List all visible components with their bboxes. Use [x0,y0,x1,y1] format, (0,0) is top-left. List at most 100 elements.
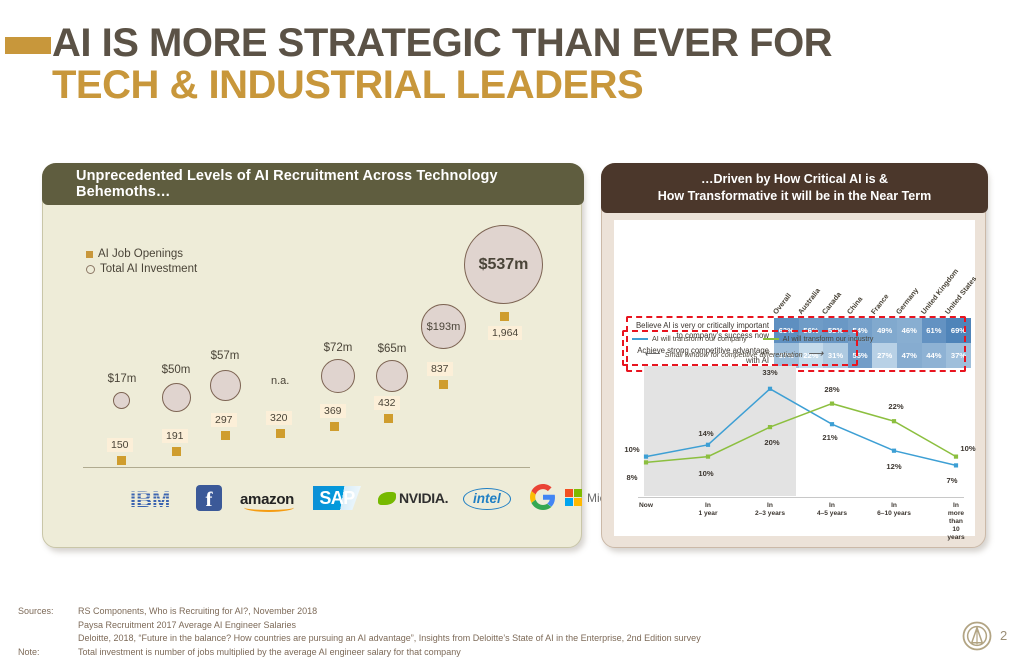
line-chart-x-label: In 1 year [698,502,718,517]
bubble-google: $193m [421,304,466,349]
line-chart-plot [643,386,959,468]
legend-item-job-openings: AI Job Openings [86,248,197,260]
line-chart-legend: AI will transform our company AI will tr… [632,334,873,343]
table-cell: 47% [896,343,922,368]
footer: Sources: RS Components, Who is Recruitin… [0,605,1024,659]
line-chart-x-axis [638,497,964,498]
bubble-label-google: $193m [426,320,461,333]
line-data-label: 20% [764,438,780,448]
arrow-right-icon: ⟶ [807,348,824,360]
bubble-label-ibm: $17m [107,373,137,385]
footer-sources-row-3: Deloitte, 2018, “Future in the balance? … [0,632,1024,646]
right-panel-header-line-2: How Transformative it will be in the Nea… [657,189,932,203]
bubble-microsoft: $537m [464,225,543,304]
table-cell: 55% [847,343,873,368]
line-data-point [829,422,835,427]
left-chart-panel: Unprecedented Levels of AI Recruitment A… [42,163,636,548]
legend-item-total-investment: Total AI Investment [86,263,197,275]
right-panel-header: …Driven by How Critical AI is & How Tran… [601,163,988,213]
line-chart-x-label: In 6–10 years [877,502,911,517]
line-data-point [953,463,959,468]
footer-source-2: Paysa Recruitment 2017 Average AI Engine… [78,619,296,630]
footer-source-3: Deloitte, 2018, “Future in the balance? … [78,633,701,643]
line-swatch-industry-icon [762,337,779,340]
table-row-label: Achieve strong competitive advantage wit… [637,346,769,365]
left-chart-legend: AI Job Openings Total AI Investment [86,248,197,278]
arrow-left-icon: ⟵ [644,348,660,360]
bubble-ibm [113,392,130,409]
table-cell: 69% [946,318,971,343]
bubble-label-amazon: $57m [210,350,240,362]
line-chart-x-label: In 2–3 years [754,502,786,517]
category-axis-rule [83,467,530,468]
footer-note-key: Note: [18,646,40,657]
ibm-logo: IBM [130,487,171,512]
company-logo-row: IBM f amazon SAP NVIDIA. intel [88,481,636,521]
line-data-label: 14% [698,428,714,438]
line-data-label: 7% [946,476,958,486]
footer-sources-row-1: Sources: RS Components, Who is Recruitin… [0,605,1024,619]
footer-note-row: Note: Total investment is number of jobs… [0,646,1024,659]
legend-label-total-investment: Total AI Investment [100,263,198,275]
line-data-label: 10% [698,468,714,478]
jobs-label-google: 837 [427,362,453,376]
sap-logo: SAP [313,486,361,510]
line-data-label: 22% [888,402,904,412]
table-column-header-germany: Germany [893,285,921,316]
nvidia-eye-icon [378,491,396,505]
jobs-label-ibm: 150 [107,438,133,452]
footer-spacer-1 [0,619,78,633]
right-panel-body: Overall Australia Canada China France Germany… [614,220,978,541]
left-panel-header: Unprecedented Levels of AI Recruitment A… [42,163,584,205]
line-data-point [705,454,711,459]
bubble-label-sap-na: n.a. [271,375,290,387]
legend-label-transform-company: AI will transform our company [652,334,747,343]
bubble-label-facebook: $50m [161,364,191,376]
jobs-label-amazon: 297 [211,413,237,427]
table-cell: 37% [774,343,799,368]
intel-logo: intel [463,488,511,510]
footer-sources-key: Sources: [18,606,54,616]
page-number: 2 [1000,628,1008,643]
jobs-label-intel: 432 [374,396,400,410]
line-chart-x-label: Now [639,502,653,509]
table-column-header-australia: Australia [795,286,822,316]
transformation-line-chart: Now In 1 year In 2–3 years In 4–5 years In 6–10 … [624,366,976,541]
jobs-label-nvidia: 369 [320,404,346,418]
legend-item-transform-company: AI will transform our company [632,334,747,343]
line-series-industry [645,402,957,464]
jobs-marker-sap [276,429,285,438]
facebook-logo: f [196,485,222,511]
table-row: Achieve strong competitive advantage wit… [628,343,971,368]
footer-sources-row-2: Paysa Recruitment 2017 Average AI Engine… [0,619,1024,633]
line-data-point [643,460,649,465]
page-title-line-2: TECH & INDUSTRIAL LEADERS [52,63,644,107]
footer-note-text: Total investment is number of jobs multi… [78,646,461,657]
google-logo [530,484,556,510]
jobs-marker-nvidia [330,422,339,431]
jobs-marker-intel [384,414,393,423]
legend-label-job-openings: AI Job Openings [98,248,184,260]
jobs-marker-facebook [172,447,181,456]
bubble-label-microsoft: $537m [478,255,529,273]
right-chart-panel: …Driven by How Critical AI is & How Tran… [601,163,988,548]
nvidia-logo: NVIDIA. [378,490,449,506]
jobs-label-sap: 320 [266,411,292,425]
table-cell: 27% [872,343,897,368]
left-panel-header-text: Unprecedented Levels of AI Recruitment A… [76,168,498,200]
line-chart-x-label: In more than 10 years [947,502,965,541]
square-marker-icon [86,250,93,258]
table-row-cells: 37% 22% 31% 55% 27% 47% 44% 37% [774,343,971,368]
line-data-point [953,454,959,459]
table-cell: 37% [946,343,971,368]
table-cell: 22% [798,343,824,368]
line-data-label: 33% [762,367,778,377]
line-data-label: 8% [626,473,638,483]
circle-outline-marker-icon [86,264,95,274]
bubble-facebook [162,383,191,412]
line-data-label: 10% [960,443,976,453]
line-data-label: 12% [886,461,902,471]
jobs-label-facebook: 191 [162,429,188,443]
line-data-point [643,454,649,459]
legend-item-transform-industry: AI will transform our industry [762,334,873,343]
